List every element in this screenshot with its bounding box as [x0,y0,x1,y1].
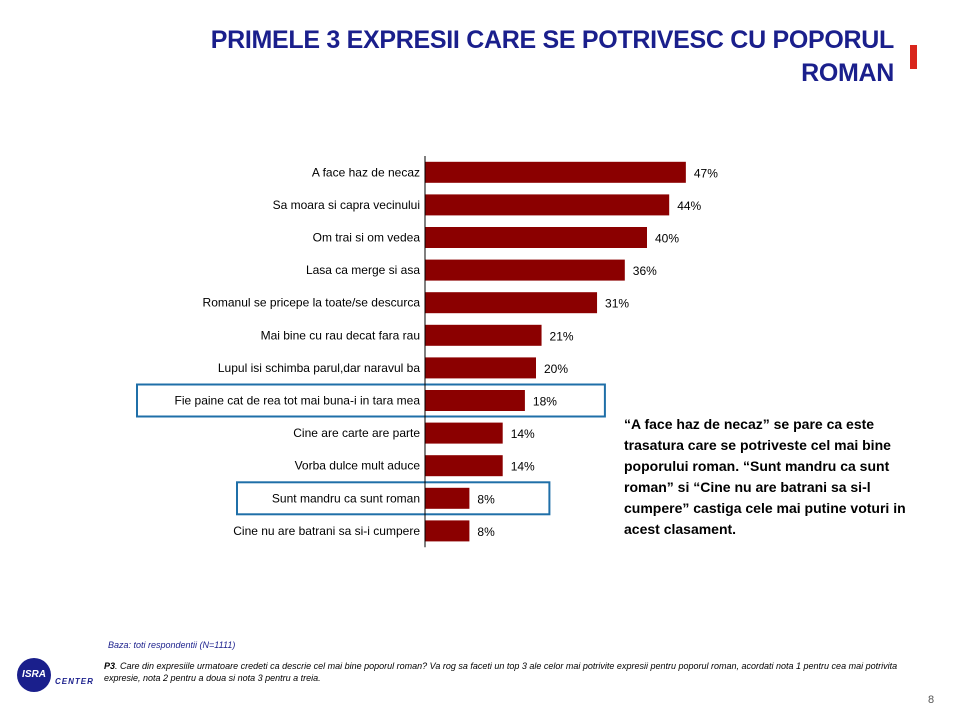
category-label: Mai bine cu rau decat fara rau [261,328,420,342]
logo-mark: ISRA [17,658,51,692]
page-title: PRIMELE 3 EXPRESII CARE SE POTRIVESC CU … [210,26,895,87]
bar [425,194,670,216]
value-label: 8% [477,492,495,506]
bar [425,455,503,477]
base-note: Baza: toti respondentii (N=1111) [108,640,236,650]
bar [425,259,625,281]
category-label: A face haz de necaz [312,165,420,179]
value-label: 14% [511,427,535,441]
value-label: 40% [655,232,679,246]
category-label: Cine nu are batrani sa si-i cumpere [233,524,420,538]
category-label: Lupul isi schimba parul,dar naravul ba [218,361,420,375]
value-label: 31% [605,297,629,311]
bar-chart: A face haz de necaz 47% Sa moara si capra … [136,156,718,548]
category-label: Vorba dulce mult aduce [295,459,421,473]
value-label: 20% [544,362,568,376]
bar [425,422,503,444]
category-label: Fie paine cat de rea tot mai buna-i in t… [175,394,421,408]
category-label: Cine are carte are parte [293,426,420,440]
chart-commentary: “A face haz de necaz” se pare ca este tr… [624,416,906,537]
bar [425,324,542,346]
isra-center-logo: ISRA CENTER [17,658,99,692]
bar [425,227,647,248]
bar [425,292,598,314]
logo-text: CENTER [55,677,94,686]
question-body: . Care din expresiile urmatoare credeti … [104,661,898,683]
value-label: 18% [533,395,557,409]
value-label: 8% [477,525,495,539]
bar [425,520,470,542]
value-label: 36% [633,264,657,278]
question-code: P3 [104,661,116,671]
highlight-box [136,383,606,418]
category-label: Lasa ca merge si asa [306,263,420,277]
category-label: Sunt mandru ca sunt roman [272,491,420,505]
category-label: Romanul se pricepe la toate/se descurca [203,296,421,310]
highlight-box [236,481,551,516]
page-number: 8 [928,694,935,706]
bar [425,357,536,379]
question-text: P3. Care din expresiile urmatoare credet… [104,660,934,684]
bar [425,161,686,183]
bar [425,487,470,509]
category-label: Om trai si om vedea [313,231,421,245]
value-label: 47% [694,166,718,180]
value-label: 14% [511,460,535,474]
value-label: 44% [677,199,701,213]
bar [425,390,525,411]
title-accent-bar [910,45,917,69]
value-label: 21% [550,329,574,343]
category-label: Sa moara si capra vecinului [273,198,420,212]
